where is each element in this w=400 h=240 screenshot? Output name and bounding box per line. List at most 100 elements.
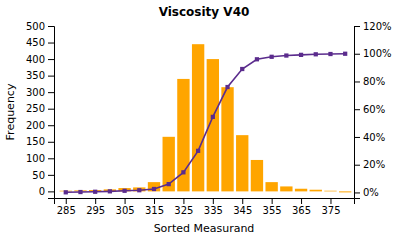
tick-label: 500 [26, 21, 45, 32]
marker [181, 170, 185, 174]
marker [270, 55, 274, 59]
tick-mark [48, 191, 54, 192]
tick-mark [48, 158, 54, 159]
x-axis-title: Sorted Measurand [154, 222, 255, 235]
axis-line [55, 199, 355, 205]
bar [177, 79, 189, 191]
tick: 315 [145, 198, 164, 216]
marker [211, 115, 215, 119]
tick: 120% [354, 21, 392, 32]
y-axis: 050100150200250300350400450500 [26, 21, 55, 199]
bar [280, 186, 292, 191]
tick-mark [66, 198, 67, 204]
marker [108, 189, 112, 193]
tick-label: 0 [39, 186, 45, 197]
tick-mark [301, 198, 302, 204]
tick-mark [48, 175, 54, 176]
tick-label: 285 [57, 205, 76, 216]
tick: 60% [354, 104, 385, 115]
tick: 350 [26, 70, 54, 81]
marker [225, 85, 229, 89]
bars [60, 44, 352, 192]
tick-mark [125, 198, 126, 204]
tick-mark [48, 109, 54, 110]
tick-label: 20% [363, 159, 385, 170]
bar [192, 44, 204, 191]
marker [343, 52, 347, 56]
tick: 345 [233, 198, 252, 216]
marker [240, 67, 244, 71]
marker [152, 187, 156, 191]
tick: 0 [39, 186, 54, 197]
marker [64, 190, 68, 194]
y2-axis: 0% 20% 40% 60% 80% 100% 120% [354, 21, 392, 199]
tick-label: 120% [363, 21, 392, 32]
tick-label: 80% [363, 76, 385, 87]
tick-mark [354, 54, 360, 55]
tick: 250 [26, 103, 54, 114]
marker [328, 52, 332, 56]
bar [163, 137, 175, 192]
tick: 50 [32, 170, 54, 181]
tick: 100% [354, 48, 392, 59]
title: Viscosity V40 [159, 5, 250, 19]
tick: 100 [26, 153, 54, 164]
tick-mark [48, 92, 54, 93]
tick-label: 400 [26, 54, 45, 65]
marker [93, 190, 97, 194]
marker [314, 52, 318, 56]
tick: 375 [321, 198, 340, 216]
tick-mark [48, 26, 54, 27]
tick: 40% [354, 132, 385, 143]
line [66, 54, 345, 193]
bar [221, 87, 233, 191]
bar [339, 191, 351, 193]
tick-label: 365 [292, 205, 311, 216]
tick: 0% [354, 187, 379, 198]
tick-mark [95, 198, 96, 204]
tick-label: 315 [145, 205, 164, 216]
tick-label: 450 [26, 37, 45, 48]
tick-mark [213, 198, 214, 204]
marker [137, 188, 141, 192]
tick-label: 300 [26, 87, 45, 98]
tick: 80% [354, 76, 385, 87]
tick: 355 [263, 198, 282, 216]
tick-mark [183, 198, 184, 204]
tick-label: 0% [363, 187, 379, 198]
tick: 450 [26, 37, 54, 48]
tick-label: 375 [321, 205, 340, 216]
chart: 285 295 305 315 325 335 345 355 365 375 0 50 100 150 2… [0, 0, 400, 240]
tick-mark [272, 198, 273, 204]
tick-label: 100% [363, 48, 392, 59]
tick: 500 [26, 21, 54, 32]
tick: 150 [26, 136, 54, 147]
tick: 335 [204, 198, 223, 216]
bar [236, 135, 248, 191]
x-axis: 285 295 305 315 325 335 345 355 365 375 [55, 198, 355, 216]
axis-line [355, 27, 361, 199]
tick-label: 50 [32, 170, 45, 181]
tick-label: 40% [363, 132, 385, 143]
tick-mark [154, 198, 155, 204]
tick: 305 [116, 198, 135, 216]
tick-label: 345 [233, 205, 252, 216]
marker [78, 190, 82, 194]
tick: 285 [57, 198, 76, 216]
tick-label: 250 [26, 103, 45, 114]
tick-mark [330, 198, 331, 204]
tick: 400 [26, 54, 54, 65]
tick-label: 100 [26, 153, 45, 164]
tick-label: 150 [26, 136, 45, 147]
tick: 20% [354, 159, 385, 170]
bar [310, 190, 322, 192]
bar [295, 189, 307, 192]
tick-label: 335 [204, 205, 223, 216]
marker [255, 57, 259, 61]
tick-mark [242, 198, 243, 204]
tick-mark [48, 59, 54, 60]
tick-label: 60% [363, 104, 385, 115]
tick-label: 295 [86, 205, 105, 216]
tick: 300 [26, 87, 54, 98]
tick-label: 325 [174, 205, 193, 216]
